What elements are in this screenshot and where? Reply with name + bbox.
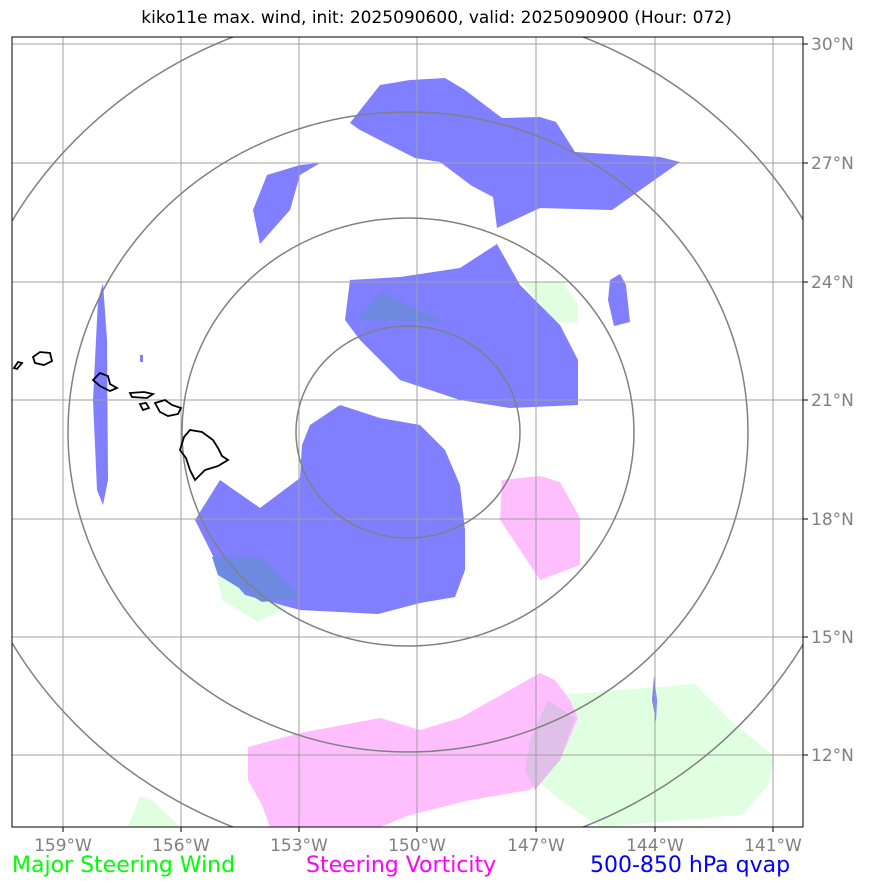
steering-vorticity-region	[248, 673, 578, 827]
qvap-region	[345, 244, 578, 408]
map-title: kiko11e max. wind, init: 2025090600, val…	[141, 8, 732, 28]
range-ring	[181, 217, 635, 647]
lon-label: 156°W	[152, 836, 210, 856]
lat-label: 15°N	[811, 628, 854, 648]
qvap-region	[93, 283, 108, 505]
latitude-labels: 30°N 27°N 24°N 21°N 18°N 15°N 12°N	[811, 35, 854, 766]
legend-steering-wind: Major Steering Wind	[12, 853, 236, 878]
lon-label: 141°W	[744, 836, 802, 856]
island-kauai	[31, 351, 54, 366]
island-molokai	[128, 391, 156, 399]
qvap-region	[350, 78, 680, 228]
lon-label: 153°W	[270, 836, 328, 856]
island-hawaii	[179, 429, 230, 482]
qvap-region	[253, 163, 320, 244]
island-niihau	[12, 360, 24, 371]
range-ring	[295, 325, 521, 539]
lat-label: 18°N	[811, 510, 854, 530]
island-maui	[153, 399, 183, 417]
hawaii-coastline	[12, 351, 230, 482]
overlap-region	[357, 292, 445, 322]
legend-qvap: 500-850 hPa qvap	[590, 853, 791, 878]
lon-label: 159°W	[34, 836, 92, 856]
steering-vorticity-regions	[248, 476, 580, 827]
lat-label: 30°N	[811, 35, 854, 55]
lat-label: 12°N	[811, 746, 854, 766]
legend-steering-vorticity: Steering Vorticity	[306, 853, 497, 878]
plot-frame	[11, 36, 804, 828]
qvap-region	[608, 274, 630, 326]
lat-label: 27°N	[811, 154, 854, 174]
overlap-region	[525, 700, 575, 790]
longitude-labels: 159°W 156°W 153°W 150°W 147°W 144°W 141°…	[34, 836, 802, 856]
lat-lon-grid	[12, 37, 803, 827]
island-oahu	[91, 371, 120, 392]
lon-label: 147°W	[507, 836, 565, 856]
lon-label: 150°W	[388, 836, 446, 856]
island-lanai	[138, 402, 151, 412]
lat-label: 24°N	[811, 273, 854, 293]
tick-marks	[62, 43, 808, 832]
qvap-region	[140, 355, 143, 362]
steering-wind-region	[128, 796, 180, 827]
range-rings	[12, 37, 803, 827]
lon-label: 144°W	[626, 836, 684, 856]
range-ring	[67, 111, 749, 753]
lat-label: 21°N	[811, 391, 854, 411]
steering-vorticity-region	[500, 476, 580, 580]
